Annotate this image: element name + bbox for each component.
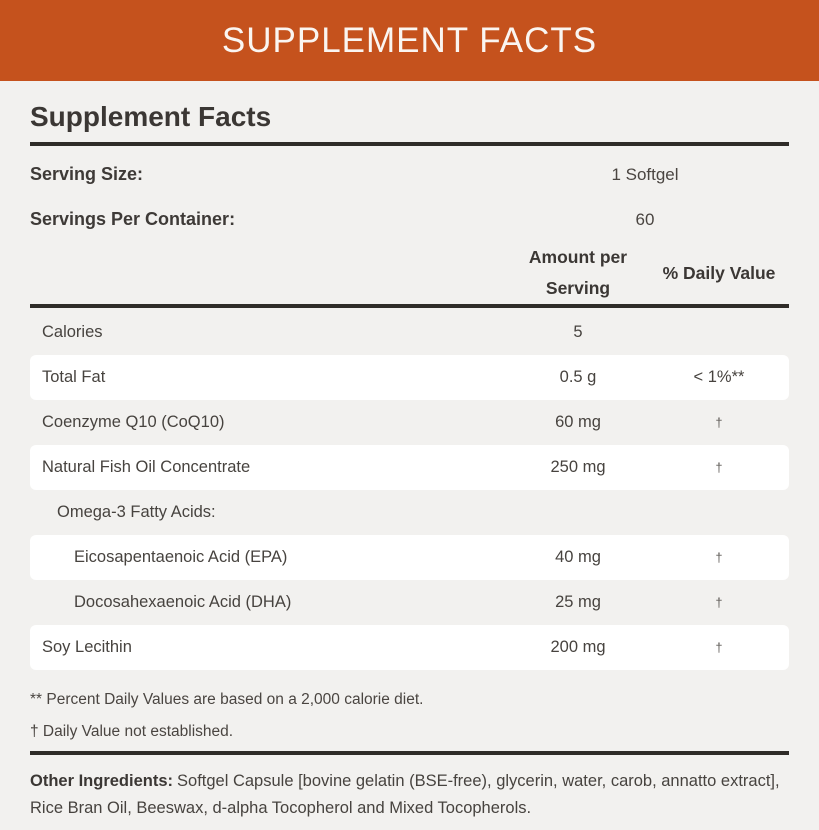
ingredient-name: Omega-3 Fatty Acids: xyxy=(57,503,216,521)
column-header-amount: Amount per Serving xyxy=(528,247,628,298)
ingredient-name: Soy Lecithin xyxy=(42,638,132,656)
serving-size-value: 1 Softgel xyxy=(611,164,679,184)
ingredient-name: Coenzyme Q10 (CoQ10) xyxy=(42,413,225,431)
table-row: Eicosapentaenoic Acid (EPA) 40 mg † xyxy=(30,535,789,580)
other-ingredients-text: Softgel Capsule [bovine gelatin (BSE-fre… xyxy=(30,772,780,817)
amount-cell: 5 xyxy=(573,323,583,341)
facts-table: Calories 5 Total Fat 0.5 g < 1%** Coenzy… xyxy=(30,310,789,670)
other-ingredients: Other Ingredients: Softgel Capsule [bovin… xyxy=(30,768,789,822)
amount-cell: 0.5 g xyxy=(559,368,597,386)
footnote-dagger: † Daily Value not established. xyxy=(30,723,234,740)
serving-info: Serving Size: 1 Softgel Servings Per Con… xyxy=(30,152,789,242)
daily-value-cell: < 1%** xyxy=(693,368,745,386)
banner-title: SUPPLEMENT FACTS xyxy=(221,20,598,60)
table-column-headers: Amount per Serving % Daily Value xyxy=(30,242,789,308)
ingredient-name: Total Fat xyxy=(42,368,106,386)
table-row: Calories 5 xyxy=(30,310,789,355)
servings-per-container-value: 60 xyxy=(635,209,655,229)
table-row: Coenzyme Q10 (CoQ10) 60 mg † xyxy=(30,400,789,445)
servings-per-container-row: Servings Per Container: 60 xyxy=(30,197,789,242)
amount-cell: 250 mg xyxy=(550,458,606,476)
amount-cell: 60 mg xyxy=(555,413,601,431)
daily-value-cell: † xyxy=(715,550,723,565)
table-row: Natural Fish Oil Concentrate 250 mg † xyxy=(30,445,789,490)
serving-size-row: Serving Size: 1 Softgel xyxy=(30,152,789,197)
servings-per-container-label: Servings Per Container: xyxy=(30,209,236,229)
table-row: Docosahexaenoic Acid (DHA) 25 mg † xyxy=(30,580,789,625)
daily-value-cell: † xyxy=(715,460,723,475)
footnote-daily-values: ** Percent Daily Values are based on a 2… xyxy=(30,691,424,708)
column-header-daily-value: % Daily Value xyxy=(662,262,776,283)
serving-size-label: Serving Size: xyxy=(30,164,144,184)
daily-value-cell: † xyxy=(715,640,723,655)
supplement-facts-banner: SUPPLEMENT FACTS xyxy=(0,0,819,81)
other-ingredients-label: Other Ingredients: xyxy=(30,772,174,790)
amount-cell: 200 mg xyxy=(550,638,606,656)
ingredient-name: Calories xyxy=(42,323,103,341)
section-divider xyxy=(30,751,789,755)
ingredient-name: Natural Fish Oil Concentrate xyxy=(42,458,251,476)
amount-cell: 40 mg xyxy=(555,548,601,566)
daily-value-cell: † xyxy=(715,415,723,430)
table-row: Total Fat 0.5 g < 1%** xyxy=(30,355,789,400)
amount-cell: 25 mg xyxy=(555,593,601,611)
daily-value-cell: † xyxy=(715,595,723,610)
ingredient-name: Eicosapentaenoic Acid (EPA) xyxy=(74,548,288,566)
panel-heading: Supplement Facts xyxy=(30,101,789,146)
table-row: Omega-3 Fatty Acids: xyxy=(30,490,789,535)
footnotes: ** Percent Daily Values are based on a 2… xyxy=(30,684,789,748)
ingredient-name: Docosahexaenoic Acid (DHA) xyxy=(74,593,292,611)
table-row: Soy Lecithin 200 mg † xyxy=(30,625,789,670)
supplement-facts-panel: Supplement Facts Serving Size: 1 Softgel… xyxy=(0,101,819,822)
